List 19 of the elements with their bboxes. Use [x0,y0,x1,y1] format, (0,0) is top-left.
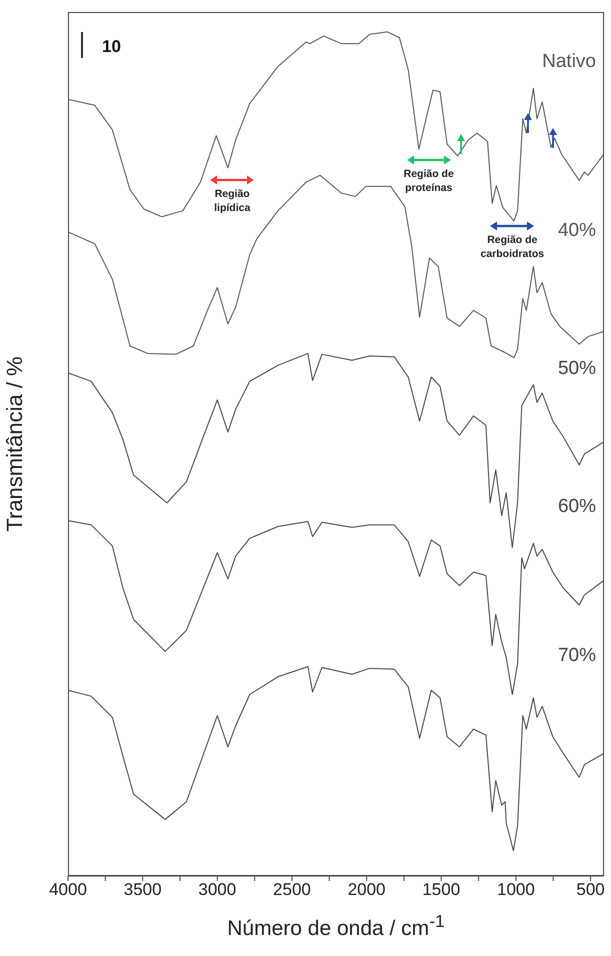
series-label: 60% [558,496,596,518]
x-tick-label: 500 [576,880,605,900]
x-tick-label: 2000 [348,880,386,900]
annotation: Região de proteínas [402,167,455,196]
x-tick-label: 1000 [496,880,535,900]
x-axis-title: Número de onda / cm$^{-1}$ [226,911,446,941]
annotation: 10 [102,37,121,57]
x-tick-label: 2500 [273,880,311,900]
x-tick-label: 1500 [422,880,460,900]
series-label: 40% [558,220,596,242]
x-tick-label: 4000 [49,880,87,900]
x-tick-label: 3000 [198,880,236,900]
annotation: Região lipídica [213,186,252,215]
y-axis-title: Transmitância / % [2,356,28,532]
annotation: Região de carboidratos [480,232,546,261]
series-label: Nativo [542,51,596,74]
text: 70% [558,644,596,667]
series-label: 50% [558,358,596,380]
x-tick-label: 3500 [124,880,162,900]
